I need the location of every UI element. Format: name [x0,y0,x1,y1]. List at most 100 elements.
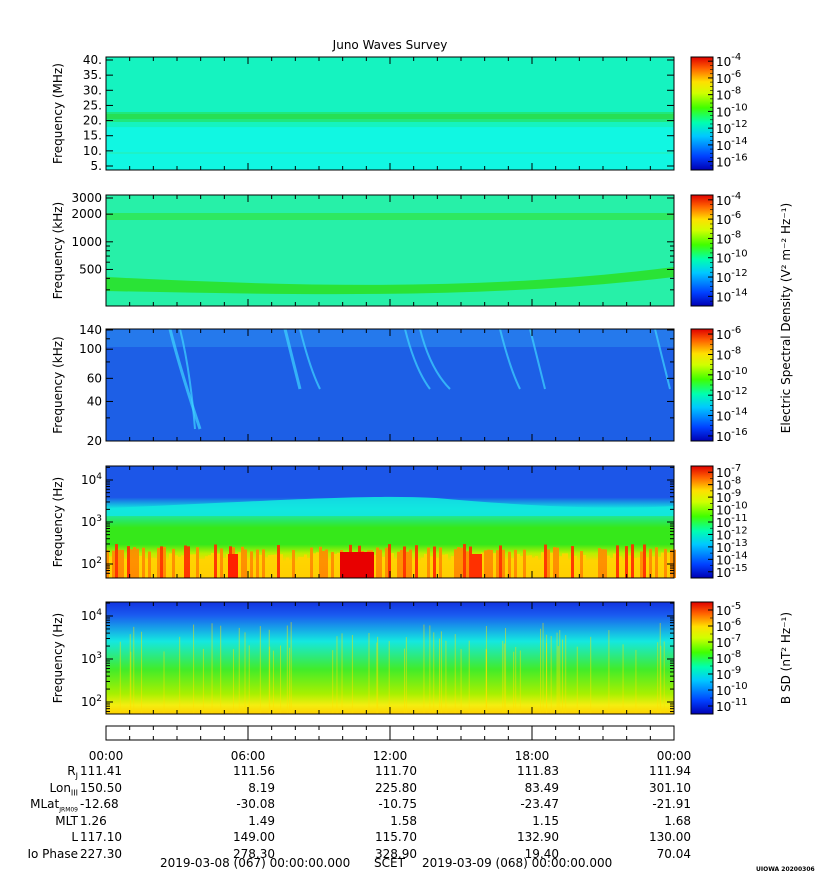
burst-column [148,551,151,578]
burst-column [199,558,202,578]
burst-column [625,546,628,578]
ephemeris-row-label: L [71,830,78,844]
panel-3-frame [105,328,675,442]
ephemeris-value: 1.49 [248,813,275,828]
y-tick-label: 2000 [71,207,102,221]
burst-column [451,556,454,578]
burst-streak [419,328,451,390]
hot-patch [470,554,482,578]
burst-column [403,546,406,578]
y-tick-label: 103 [81,514,102,529]
burst-column [124,558,127,578]
burst-column [637,557,640,578]
burst-column [661,552,664,578]
burst-column [580,551,583,578]
burst-column [277,545,280,578]
colorbar-tick-label: 10-12 [716,268,748,285]
burst-column [541,552,544,578]
burst-column [529,555,532,578]
burst-column [301,556,304,578]
burst-column [322,550,325,578]
burst-column [484,550,487,578]
burst-column [610,558,613,578]
y-axis-label: Frequency (MHz) [51,63,65,164]
burst-column [310,547,313,578]
burst-column [121,549,124,578]
burst-column [316,552,319,578]
burst-column [643,544,646,578]
y-tick-label: 20. [83,114,102,128]
burst-column [538,559,541,578]
burst-column [397,551,400,578]
burst-column [283,561,286,578]
burst-column [256,549,259,578]
burst-column [460,547,463,578]
burst-column [598,548,601,578]
burst-column [160,546,163,578]
spectrogram-band [106,213,674,220]
burst-column [226,554,229,578]
burst-column [601,549,604,578]
burst-column [577,561,580,578]
burst-column [331,552,334,578]
burst-column [565,553,568,578]
burst-column [157,547,160,578]
burst-column [394,558,397,578]
time-label: 12:00 [372,749,408,763]
burst-column [205,556,208,578]
burst-column [433,546,436,578]
burst-column [190,554,193,578]
burst-column [406,551,409,578]
hot-patch [340,552,374,578]
burst-column [646,557,649,578]
burst-column [376,547,379,578]
ephemeris-value: 115.70 [375,830,417,844]
burst-column [286,557,289,578]
y-tick-label: 140 [79,323,102,337]
time-label: 00:00 [88,749,124,763]
burst-column [274,554,277,578]
y-tick-label: 104 [81,472,102,487]
burst-column [133,547,136,578]
panel-2-spectrogram [106,195,674,306]
ephemeris-value: 132.90 [517,830,559,844]
y-tick-label: 102 [81,556,102,571]
spectrogram-line [106,152,674,154]
burst-column [328,561,331,578]
burst-column [187,546,190,578]
colorbar-tick-label: 10-7 [716,463,741,480]
burst-streak [404,328,431,390]
burst-column [223,557,226,578]
burst-column [400,549,403,578]
burst-column [592,559,595,578]
colorbar-tick-label: 10-11 [716,697,748,714]
spectrogram-band-core [106,114,674,119]
colorbar-tick-label: 10-6 [716,210,741,227]
burst-column [466,551,469,578]
y-tick-label: 40. [83,53,102,67]
spectrogram-lowband [106,267,674,295]
burst-column [112,550,115,578]
ephemeris-row-label: MLatJRM09 [30,797,78,814]
burst-column [127,546,130,578]
ephemeris-value: 111.56 [233,764,275,778]
colorbar-tick-label: 10-10 [716,249,748,266]
burst-column [463,544,466,578]
burst-column [556,547,559,578]
burst-column [151,557,154,578]
colorbar-1 [690,56,714,171]
burst-column [634,557,637,578]
burst-column [640,551,643,578]
panel-3-spectrogram [106,328,674,441]
spectrogram-background [106,329,674,441]
ephemeris-value: 150.50 [80,780,122,795]
burst-column [649,548,652,578]
burst-column [298,556,301,578]
burst-column [115,544,118,578]
panel-1-frame [105,56,675,171]
burst-column [238,552,241,578]
y-axis-label: Frequency (Hz) [51,477,65,568]
burst-column [559,556,562,578]
burst-column [631,544,634,578]
burst-column [130,549,133,578]
